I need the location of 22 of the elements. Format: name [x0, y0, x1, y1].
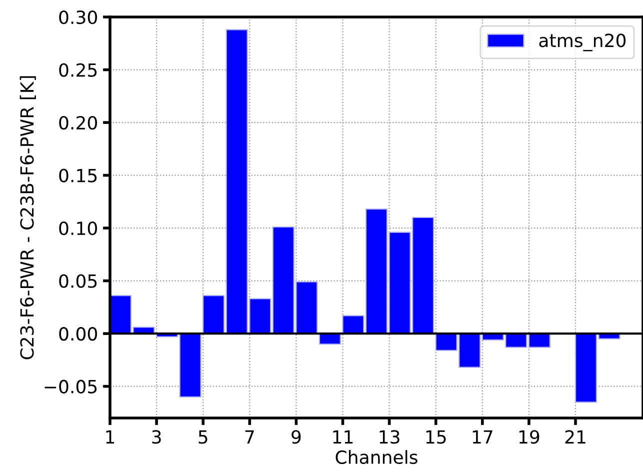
y-tick-label: 0.20 — [59, 116, 97, 130]
y-axis-title: C23-F6-PWR - C23B-F6-PWR [K] — [20, 76, 36, 360]
x-axis-title: Channels — [336, 450, 418, 464]
x-tick-label: 11 — [333, 430, 353, 444]
x-tick-label: 7 — [245, 430, 254, 444]
legend-label: atms_n20 — [539, 34, 626, 52]
y-tick-label: 0.25 — [59, 63, 97, 77]
y-tick-label: −0.05 — [44, 380, 97, 394]
x-tick-label: 15 — [426, 430, 446, 444]
y-tick-label: 0.05 — [59, 274, 97, 288]
y-tick-label: 0.00 — [59, 327, 97, 341]
x-tick-label: 3 — [152, 430, 161, 444]
y-tick-label: 0.10 — [59, 222, 97, 236]
x-tick-label: 19 — [519, 430, 540, 444]
x-tick-label: 9 — [292, 430, 301, 444]
x-tick-label: 5 — [198, 430, 208, 444]
y-tick-label: 0.30 — [59, 10, 97, 24]
y-tick-label: 0.15 — [59, 168, 97, 182]
x-tick-label: 17 — [472, 430, 492, 444]
x-tick-label: 21 — [565, 430, 586, 444]
x-tick-label: 13 — [380, 430, 400, 444]
x-tick-label: 1 — [106, 430, 114, 444]
